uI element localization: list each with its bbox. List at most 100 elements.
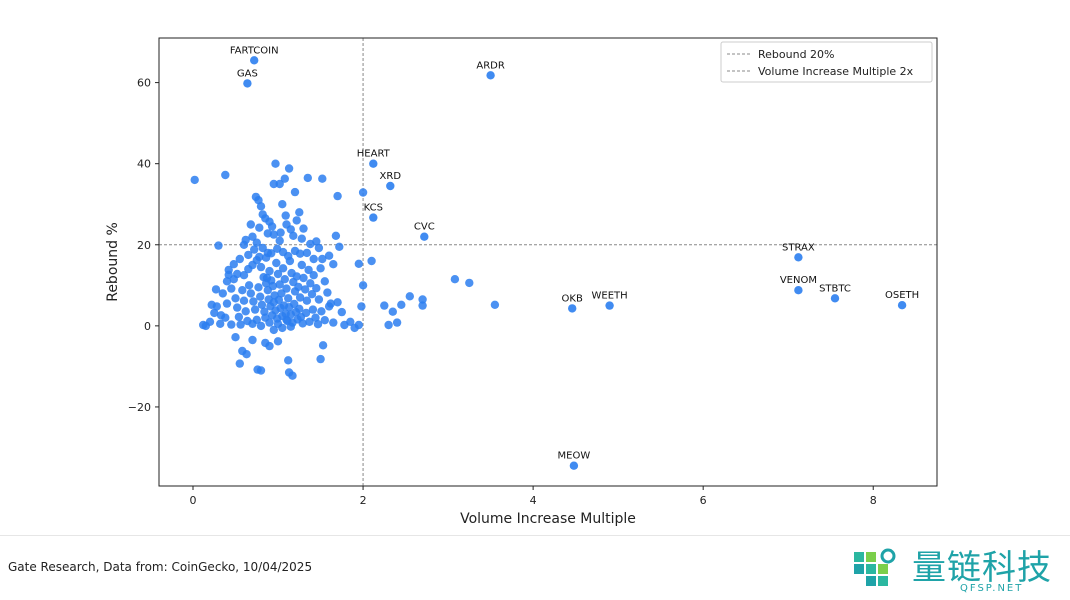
data-point bbox=[250, 245, 259, 254]
point-label: GAS bbox=[237, 68, 258, 79]
data-point bbox=[246, 220, 255, 229]
footer-divider bbox=[0, 535, 1070, 536]
data-point bbox=[244, 281, 254, 290]
data-point bbox=[256, 262, 266, 272]
x-tick-label: 2 bbox=[360, 494, 367, 507]
y-tick-label: 40 bbox=[137, 158, 151, 171]
data-point bbox=[267, 222, 277, 231]
point-label: XRD bbox=[380, 171, 402, 182]
plot-frame bbox=[158, 37, 938, 487]
data-point bbox=[324, 251, 334, 260]
data-point bbox=[329, 318, 338, 327]
labeled-data-point bbox=[794, 253, 803, 262]
x-tick-label: 0 bbox=[190, 494, 197, 507]
point-label: STRAX bbox=[782, 242, 815, 253]
data-point bbox=[333, 298, 342, 307]
data-point bbox=[346, 317, 355, 326]
data-point bbox=[490, 300, 500, 309]
data-point bbox=[405, 292, 414, 301]
data-point bbox=[275, 280, 284, 289]
data-point bbox=[265, 341, 274, 351]
data-point bbox=[306, 279, 315, 288]
data-point bbox=[252, 238, 261, 247]
labeled-data-point bbox=[897, 301, 907, 310]
data-point bbox=[307, 290, 317, 299]
y-tick-label: 60 bbox=[137, 77, 151, 90]
labeled-data-point bbox=[605, 301, 614, 310]
point-label: VENOM bbox=[780, 275, 817, 286]
brand-name: 量链科技 bbox=[912, 548, 1052, 588]
data-point bbox=[299, 224, 308, 233]
data-point bbox=[281, 211, 290, 220]
data-point bbox=[354, 259, 363, 268]
data-point bbox=[337, 307, 346, 317]
data-point bbox=[303, 173, 312, 183]
data-point bbox=[358, 188, 368, 197]
point-label: CVC bbox=[414, 222, 435, 233]
data-point bbox=[212, 302, 221, 311]
data-point bbox=[239, 296, 249, 305]
data-point bbox=[267, 249, 276, 258]
data-point bbox=[250, 305, 260, 314]
data-point bbox=[239, 240, 249, 249]
data-point bbox=[211, 285, 221, 294]
data-point bbox=[284, 251, 293, 261]
data-point bbox=[273, 337, 283, 346]
data-point bbox=[244, 250, 253, 260]
data-point bbox=[236, 320, 245, 329]
data-point bbox=[275, 236, 284, 245]
labeled-data-point bbox=[420, 232, 429, 241]
data-point bbox=[278, 200, 287, 209]
data-point bbox=[329, 260, 338, 269]
x-tick-label: 8 bbox=[870, 494, 877, 507]
data-point bbox=[335, 242, 344, 251]
data-point bbox=[284, 294, 293, 303]
labeled-data-point bbox=[569, 461, 579, 470]
point-label: HEART bbox=[357, 149, 391, 160]
data-point bbox=[282, 284, 291, 293]
data-point bbox=[269, 325, 278, 335]
data-point bbox=[312, 284, 321, 293]
data-point bbox=[256, 321, 266, 331]
data-point bbox=[316, 264, 325, 273]
data-point bbox=[392, 318, 402, 327]
data-point bbox=[256, 202, 266, 211]
brand-logo-icon bbox=[854, 548, 896, 586]
data-point bbox=[418, 301, 427, 310]
point-label: OSETH bbox=[885, 290, 919, 301]
data-point bbox=[297, 234, 306, 243]
x-tick-label: 6 bbox=[700, 494, 707, 507]
data-point bbox=[221, 170, 230, 180]
labeled-data-point bbox=[369, 213, 378, 222]
point-label: KCS bbox=[364, 203, 383, 214]
data-point bbox=[320, 277, 329, 286]
y-tick-label: 20 bbox=[137, 239, 151, 252]
labeled-data-point bbox=[369, 159, 378, 168]
data-point bbox=[271, 159, 280, 168]
data-point bbox=[265, 318, 274, 327]
data-point bbox=[290, 187, 300, 197]
brand-url: QFSP.NET bbox=[960, 583, 1024, 594]
data-point bbox=[380, 301, 389, 310]
data-point bbox=[233, 269, 242, 279]
labeled-data-point bbox=[830, 294, 840, 303]
data-point bbox=[248, 232, 257, 241]
data-point bbox=[302, 248, 312, 258]
data-point bbox=[268, 281, 278, 291]
data-point bbox=[333, 191, 342, 201]
data-point bbox=[263, 229, 272, 238]
data-point bbox=[242, 350, 251, 359]
x-axis-label: Volume Increase Multiple bbox=[460, 511, 636, 527]
data-point bbox=[273, 269, 283, 279]
data-point bbox=[246, 289, 255, 298]
data-point bbox=[280, 275, 289, 284]
point-label: STBTC bbox=[819, 283, 851, 294]
data-point bbox=[238, 286, 247, 295]
legend-label: Volume Increase Multiple 2x bbox=[758, 65, 914, 78]
data-point bbox=[295, 208, 304, 217]
data-point bbox=[216, 319, 225, 328]
data-point bbox=[314, 243, 324, 253]
data-point bbox=[301, 285, 310, 294]
data-point bbox=[309, 271, 318, 280]
data-point bbox=[323, 288, 332, 297]
